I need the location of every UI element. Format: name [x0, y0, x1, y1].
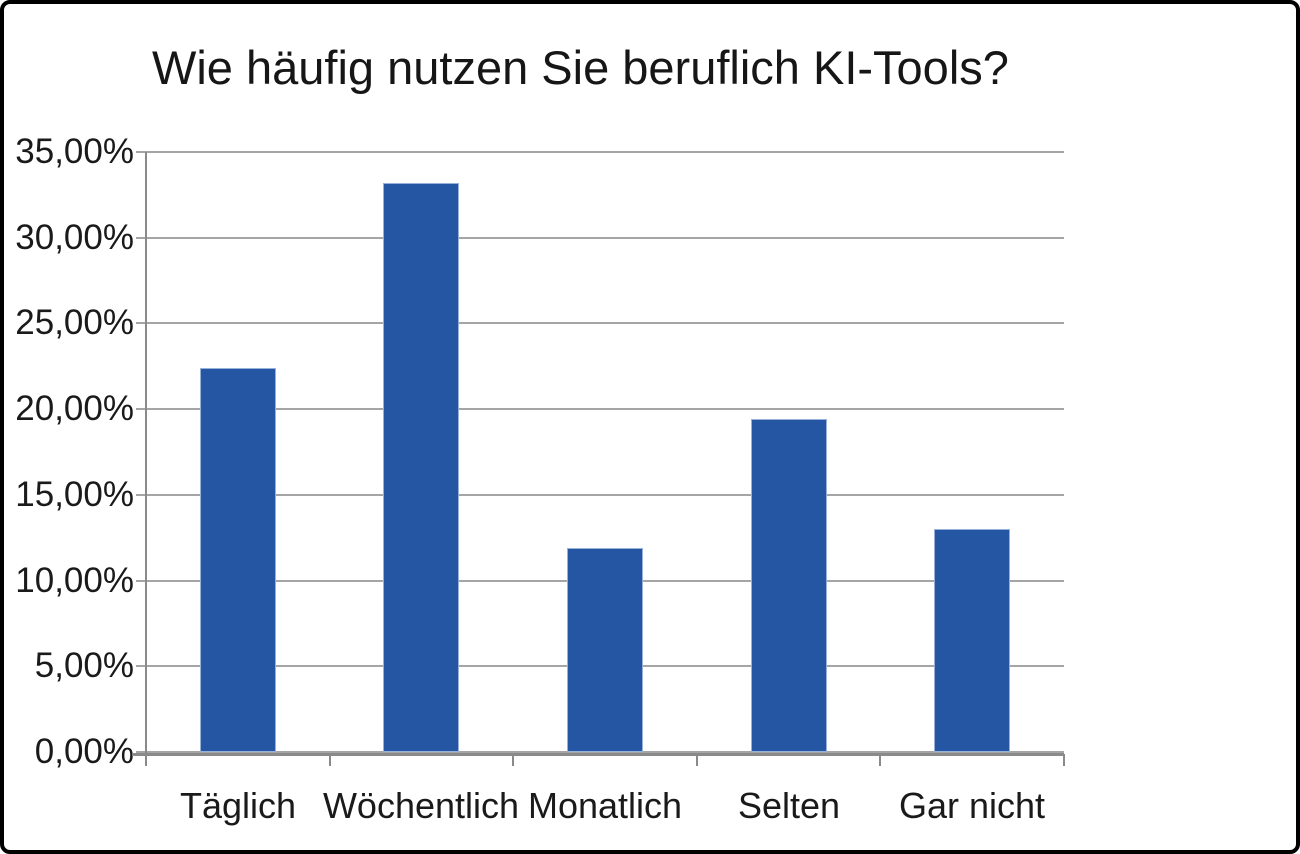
- y-tick-label: 5,00%: [34, 646, 134, 686]
- x-axis-tick: [695, 754, 698, 766]
- y-tick-label: 20,00%: [15, 389, 134, 429]
- bar-wöchentlich: [383, 182, 459, 752]
- y-tick-label: 15,00%: [15, 474, 134, 514]
- x-axis-tick: [512, 754, 515, 766]
- bar-monatlich: [567, 548, 643, 752]
- x-category-label: Wöchentlich: [322, 785, 520, 826]
- gridline: [136, 751, 1064, 753]
- y-tick-label: 10,00%: [15, 560, 134, 600]
- x-axis-line: [132, 753, 1064, 756]
- gridline: [136, 408, 1064, 411]
- x-axis-tick: [1063, 754, 1065, 766]
- x-category-label: Täglich: [179, 785, 297, 826]
- bar-gar-nicht: [934, 529, 1010, 752]
- y-axis-line: [145, 152, 147, 766]
- y-tick-label: 35,00%: [15, 132, 134, 171]
- gridline: [136, 493, 1064, 496]
- x-category-label: Selten: [737, 785, 841, 826]
- chart-title: Wie häufig nutzen Sie beruflich KI-Tools…: [152, 41, 1009, 94]
- x-category-label: Monatlich: [527, 785, 683, 826]
- plot-area: 0,00% 5,00% 10,00% 15,00% 20,00% 25,00% 30,00%…: [4, 4, 1296, 850]
- y-tick-label: 0,00%: [34, 732, 134, 771]
- bar-selten: [751, 419, 827, 752]
- x-category-label: Gar nicht: [898, 785, 1046, 826]
- gridline: [136, 322, 1064, 325]
- x-axis-tick: [328, 754, 331, 766]
- gridline: [136, 236, 1064, 239]
- bar-täglich: [200, 368, 276, 752]
- gridline: [136, 151, 1064, 153]
- x-axis-tick: [879, 754, 882, 766]
- y-tick-label: 25,00%: [15, 303, 134, 343]
- y-tick-label: 30,00%: [15, 217, 134, 257]
